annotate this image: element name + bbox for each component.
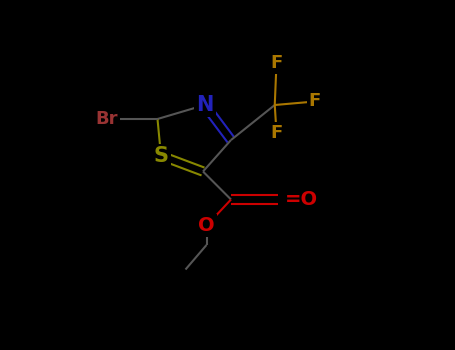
Text: F: F bbox=[270, 124, 283, 142]
Text: =O: =O bbox=[285, 190, 318, 209]
Text: O: O bbox=[198, 216, 215, 235]
Text: S: S bbox=[153, 146, 168, 166]
Text: N: N bbox=[196, 95, 213, 115]
Text: Br: Br bbox=[96, 110, 118, 128]
Text: F: F bbox=[270, 54, 283, 72]
Text: F: F bbox=[309, 92, 321, 111]
